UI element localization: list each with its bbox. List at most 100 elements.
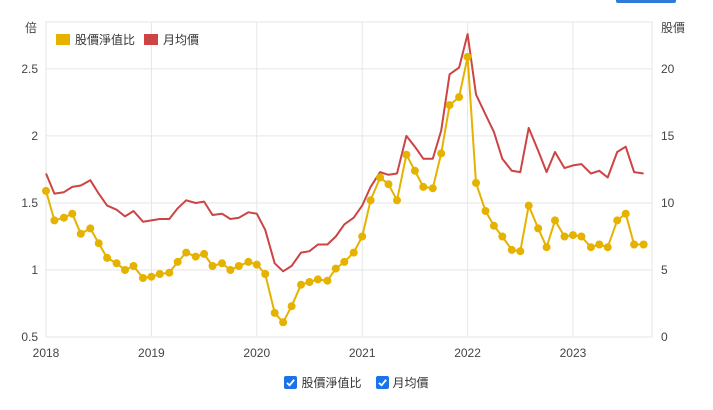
left-tick-label: 2 [31,129,38,143]
data-point[interactable] [200,249,209,258]
data-point[interactable] [68,209,77,218]
data-point[interactable] [139,274,147,282]
data-point[interactable] [603,243,612,252]
legend-label-price[interactable]: 月均價 [163,33,199,47]
data-point[interactable] [244,257,253,266]
data-point[interactable] [86,224,95,233]
data-point[interactable] [507,245,516,254]
right-tick-label: 5 [661,263,668,277]
data-point[interactable] [569,231,577,240]
x-tick-label: 2021 [349,346,376,360]
data-point[interactable] [349,248,358,257]
data-point[interactable] [498,232,507,241]
data-point[interactable] [112,259,121,268]
data-point[interactable] [50,216,59,225]
data-point[interactable] [455,93,464,102]
data-point[interactable] [366,196,375,205]
data-point[interactable] [279,318,288,327]
data-point[interactable] [261,270,270,278]
data-point[interactable] [639,240,648,249]
data-point[interactable] [147,272,156,281]
toggle-price-label: 月均價 [392,376,429,390]
data-point[interactable] [595,240,604,249]
data-point[interactable] [428,184,437,193]
data-point[interactable] [489,221,498,230]
data-point[interactable] [481,207,490,215]
data-point[interactable] [534,224,543,233]
data-point[interactable] [121,266,129,274]
data-point[interactable] [516,247,525,256]
data-point[interactable] [270,308,279,317]
x-tick-label: 2023 [560,346,587,360]
legend-swatch-pbr[interactable] [56,34,70,45]
data-point[interactable] [218,259,226,268]
right-axis-ticks: 0 5 10 15 20 [661,62,675,344]
data-point[interactable] [393,196,401,205]
data-point[interactable] [252,260,261,269]
checkbox-price[interactable] [375,376,389,389]
data-point[interactable] [129,262,138,270]
toggle-pbr[interactable]: 股價淨值比 [284,374,362,391]
data-point[interactable] [42,186,50,195]
data-point[interactable] [103,253,112,262]
data-point[interactable] [165,268,174,277]
data-point[interactable] [437,149,446,158]
left-tick-label: 1 [31,263,38,277]
right-tick-label: 20 [661,62,675,76]
data-point[interactable] [472,178,480,187]
data-point[interactable] [445,101,454,110]
legend-label-pbr[interactable]: 股價淨值比 [75,32,135,47]
series-line-0 [45,55,644,324]
series-0 [42,52,648,327]
toggle-price[interactable]: 月均價 [375,374,429,391]
data-point[interactable] [621,209,630,218]
right-tick-label: 15 [661,129,675,143]
left-axis-title: 倍 [25,20,37,35]
data-point[interactable] [358,232,367,241]
data-point[interactable] [94,239,103,248]
data-point[interactable] [524,201,533,210]
checkbox-pbr[interactable] [284,376,298,389]
top-tab-indicator[interactable] [616,0,676,3]
data-point[interactable] [410,166,419,175]
toggle-pbr-label: 股價淨值比 [301,376,362,390]
check-icon [377,379,387,387]
data-point[interactable] [463,52,472,61]
data-point[interactable] [384,180,393,189]
data-point[interactable] [613,216,622,225]
data-point[interactable] [173,257,182,266]
data-point[interactable] [331,264,340,273]
legend: 股價淨值比 月均價 [56,32,199,47]
data-point[interactable] [577,232,586,241]
data-point[interactable] [560,232,569,241]
data-point[interactable] [376,173,385,182]
legend-swatch-price[interactable] [144,34,158,45]
right-tick-label: 10 [661,196,675,210]
data-point[interactable] [419,182,428,191]
data-point[interactable] [287,302,296,311]
x-tick-label: 2022 [454,346,481,360]
data-point[interactable] [340,257,349,266]
series-1 [45,33,644,273]
check-icon [286,379,296,387]
data-point[interactable] [551,216,559,225]
data-point[interactable] [208,262,217,270]
data-point[interactable] [402,150,411,159]
x-tick-label: 2019 [138,346,165,360]
left-axis-ticks: 0.5 1 1.5 2 2.5 [21,62,38,344]
data-point[interactable] [542,243,551,252]
data-point[interactable] [191,252,200,261]
data-point[interactable] [305,278,314,286]
data-point[interactable] [586,243,595,252]
data-point[interactable] [297,280,305,289]
data-point[interactable] [630,240,639,249]
data-point[interactable] [155,270,164,278]
data-point[interactable] [234,262,243,270]
data-point[interactable] [313,275,322,284]
right-tick-label: 0 [661,330,668,344]
data-point[interactable] [323,276,332,285]
data-point[interactable] [59,213,68,222]
data-point[interactable] [76,229,85,238]
data-point[interactable] [226,266,235,274]
data-point[interactable] [182,248,191,257]
